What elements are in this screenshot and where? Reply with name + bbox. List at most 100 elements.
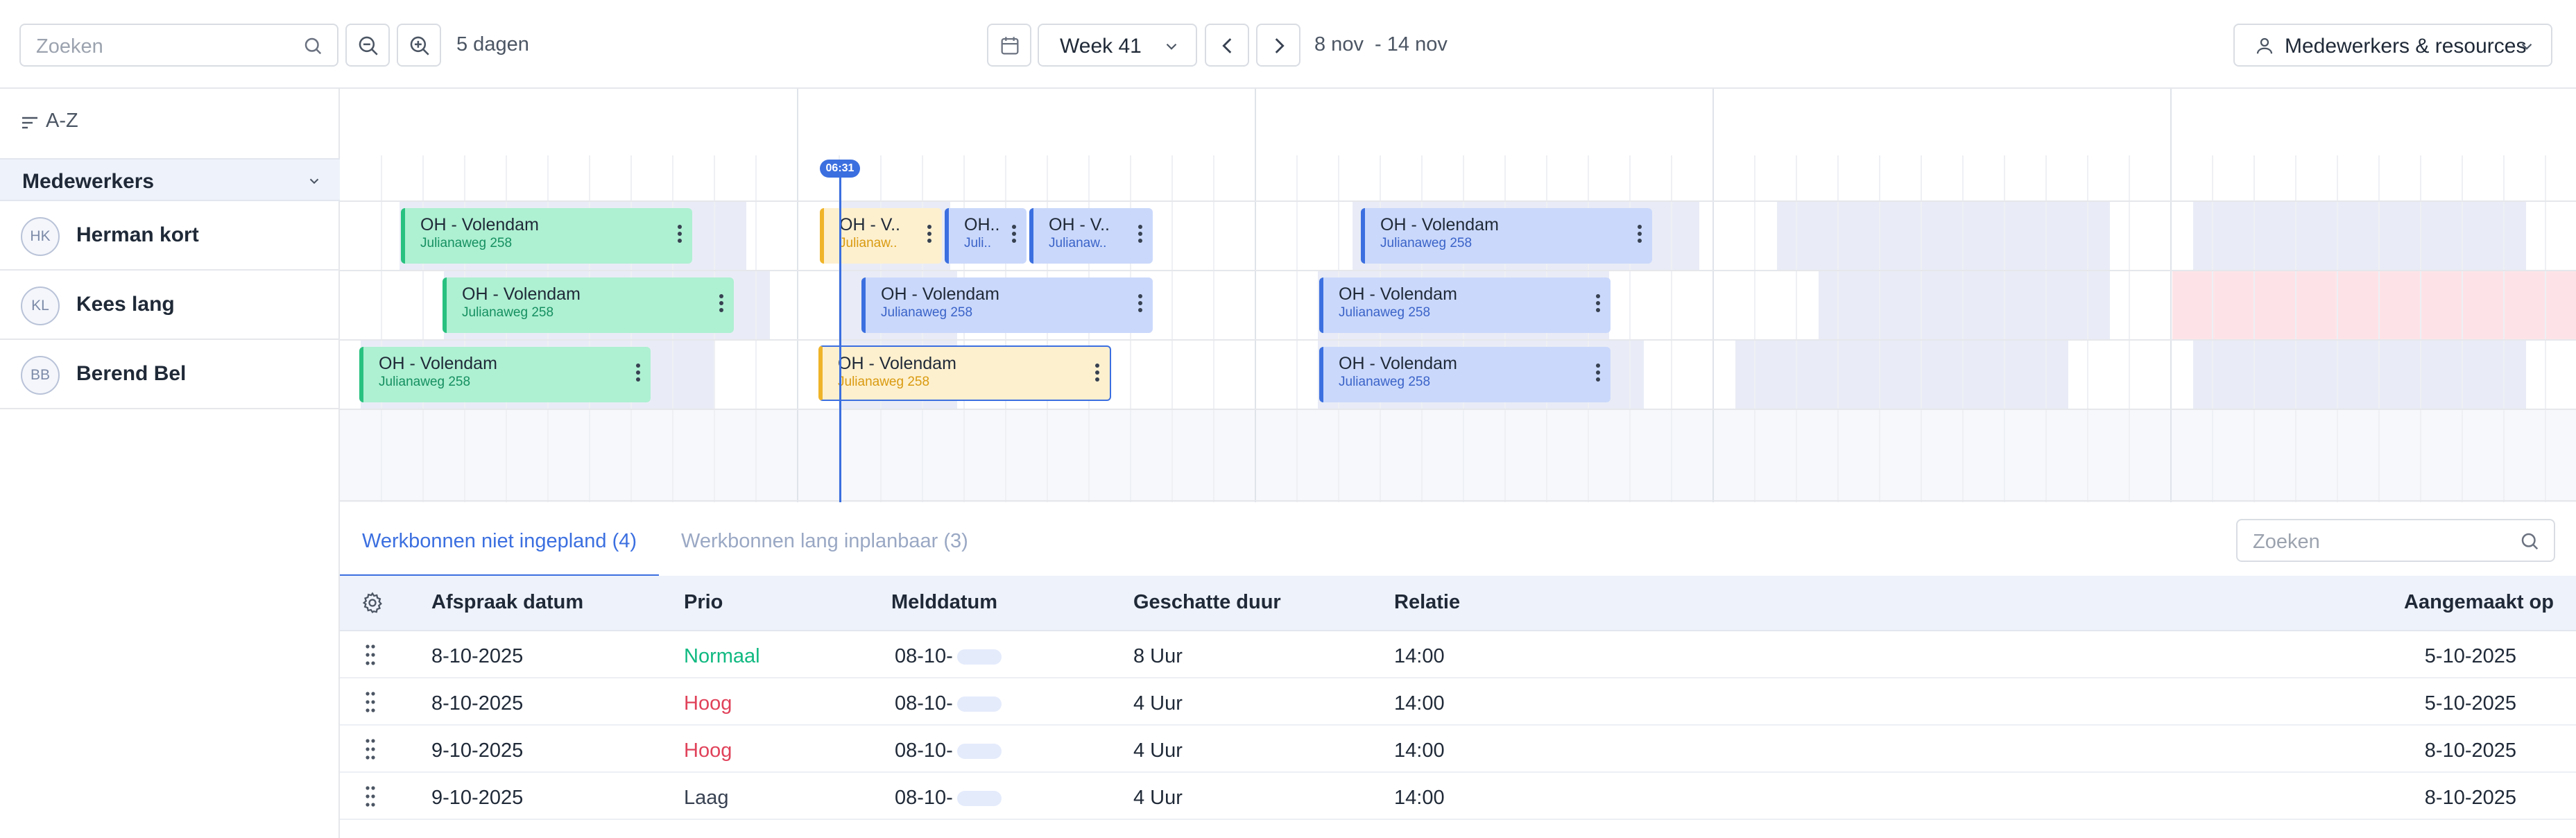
- week-select[interactable]: Week 41: [1038, 24, 1197, 67]
- afspraak-datum-cell: 9-10-2025: [431, 787, 524, 809]
- appointment-address: Julianaweg 258: [462, 305, 554, 320]
- melddatum-value: 08-10-: [895, 787, 953, 809]
- gear-icon[interactable]: [361, 591, 384, 615]
- column-header[interactable]: Prio: [684, 591, 723, 613]
- appointment-title: OH - Volendam: [379, 354, 497, 373]
- column-header[interactable]: Aangemaakt op: [2404, 591, 2554, 613]
- date-range-label: 8 nov - 14 nov: [1314, 33, 1448, 55]
- next-week-button[interactable]: [1256, 24, 1300, 67]
- table-row[interactable]: 9-10-2025 Laag 08-10- 4 Uur 14:00 8-10-2…: [340, 773, 2576, 820]
- more-vertical-icon[interactable]: [1137, 293, 1143, 314]
- more-vertical-icon[interactable]: [1637, 223, 1642, 244]
- more-vertical-icon[interactable]: [635, 362, 641, 383]
- table-row[interactable]: 8-10-2025 Normaal 08-10- 8 Uur 14:00 5-1…: [340, 631, 2576, 678]
- drag-handle-icon[interactable]: [365, 737, 376, 762]
- appointment-card[interactable]: OH - Volendam Julianaweg 258: [443, 277, 734, 333]
- redacted-pill: [956, 744, 1002, 760]
- planning-timeline[interactable]: OH - Volendam Julianaweg 258 OH - V.. Ju…: [340, 89, 2576, 502]
- appointment-title: OH - Volendam: [420, 215, 539, 234]
- employee-name: Berend Bel: [76, 362, 187, 385]
- table-row[interactable]: 9-10-2025 Hoog 08-10- 4 Uur 14:00 8-10-2…: [340, 726, 2576, 773]
- appointment-title: OH - Volendam: [1380, 215, 1499, 234]
- more-vertical-icon[interactable]: [677, 223, 682, 244]
- week-select-label: Week 41: [1060, 35, 1142, 58]
- redacted-pill: [956, 791, 1002, 807]
- more-vertical-icon[interactable]: [1595, 293, 1601, 314]
- appointment-card[interactable]: OH - V.. Julianaw..: [1029, 208, 1153, 264]
- relatie-cell: 14:00: [1394, 739, 1445, 762]
- column-header[interactable]: Melddatum: [891, 591, 998, 613]
- search-placeholder: Zoeken: [2253, 531, 2320, 553]
- workorder-table: Afspraak datum Prio Melddatum Geschatte …: [340, 576, 2576, 838]
- relatie-cell: 14:00: [1394, 692, 1445, 715]
- avatar: HK: [21, 217, 60, 256]
- more-vertical-icon[interactable]: [1595, 362, 1601, 383]
- duur-cell: 8 Uur: [1133, 645, 1183, 667]
- relatie-cell: 14:00: [1394, 645, 1445, 667]
- appointment-card[interactable]: OH.. Juli..: [945, 208, 1027, 264]
- drag-handle-icon[interactable]: [365, 784, 376, 809]
- appointment-title: OH - Volendam: [838, 354, 956, 373]
- column-header[interactable]: Geschatte duur: [1133, 591, 1281, 613]
- current-time-line: [839, 161, 841, 502]
- avatar: BB: [21, 356, 60, 395]
- redacted-pill: [956, 649, 1002, 665]
- appointment-card[interactable]: OH - Volendam Julianaweg 258: [1319, 347, 1611, 402]
- more-vertical-icon[interactable]: [1094, 362, 1100, 383]
- column-header[interactable]: Relatie: [1394, 591, 1461, 613]
- zoom-out-button[interactable]: [345, 24, 390, 67]
- search-icon: [302, 35, 323, 56]
- resources-filter-button[interactable]: Medewerkers & resources: [2233, 24, 2552, 67]
- drag-handle-icon[interactable]: [365, 690, 376, 715]
- melddatum-value: 08-10-: [895, 692, 953, 715]
- zoom-in-button[interactable]: [397, 24, 441, 67]
- tab-not-planned[interactable]: Werkbonnen niet ingepland (4): [362, 530, 637, 552]
- melddatum-cell: 08-10-: [895, 739, 1002, 762]
- table-header: Afspraak datum Prio Melddatum Geschatte …: [340, 576, 2576, 631]
- resource-sidebar: A-Z Medewerkers HK Herman kort KL Kees l…: [0, 89, 340, 838]
- days-label: 5 dagen: [456, 33, 529, 55]
- employee-row-berend[interactable]: BB Berend Bel: [0, 340, 340, 409]
- more-vertical-icon[interactable]: [719, 293, 724, 314]
- chevron-down-icon: [307, 173, 322, 189]
- duur-cell: 4 Uur: [1133, 739, 1183, 762]
- prio-cell: Hoog: [684, 692, 732, 715]
- aangemaakt-cell: 5-10-2025: [2424, 645, 2516, 667]
- resources-filter-label: Medewerkers & resources: [2285, 35, 2527, 58]
- appointment-card[interactable]: OH - Volendam Julianaweg 258: [1361, 208, 1652, 264]
- drag-handle-icon[interactable]: [365, 642, 376, 667]
- user-icon: [2254, 35, 2275, 56]
- calendar-button[interactable]: [987, 24, 1031, 67]
- relatie-cell: 14:00: [1394, 787, 1445, 809]
- appointment-card[interactable]: OH - Volendam Julianaweg 258: [359, 347, 651, 402]
- chevron-down-icon: [1162, 37, 1180, 55]
- more-vertical-icon[interactable]: [1011, 223, 1017, 244]
- workorder-search-input[interactable]: Zoeken: [2236, 519, 2555, 562]
- appointment-title: OH - Volendam: [881, 284, 999, 304]
- prio-cell: Normaal: [684, 645, 760, 667]
- column-header[interactable]: Afspraak datum: [431, 591, 584, 613]
- melddatum-cell: 08-10-: [895, 787, 1002, 810]
- previous-week-button[interactable]: [1205, 24, 1249, 67]
- more-vertical-icon[interactable]: [1137, 223, 1143, 244]
- group-header-employees[interactable]: Medewerkers: [0, 158, 340, 201]
- search-input[interactable]: Zoeken: [19, 24, 338, 67]
- appointment-card[interactable]: OH - Volendam Julianaweg 258: [401, 208, 692, 264]
- duur-cell: 4 Uur: [1133, 787, 1183, 809]
- more-vertical-icon[interactable]: [927, 223, 932, 244]
- search-placeholder: Zoeken: [36, 35, 103, 58]
- employee-name: Herman kort: [76, 223, 199, 246]
- tab-long-plannable[interactable]: Werkbonnen lang inplanbaar (3): [681, 530, 968, 552]
- table-row[interactable]: 8-10-2025 Hoog 08-10- 4 Uur 14:00 5-10-2…: [340, 678, 2576, 726]
- aangemaakt-cell: 5-10-2025: [2424, 692, 2516, 715]
- aangemaakt-cell: 8-10-2025: [2424, 787, 2516, 809]
- appointment-card[interactable]: OH - Volendam Julianaweg 258: [1319, 277, 1611, 333]
- afspraak-datum-cell: 9-10-2025: [431, 739, 524, 762]
- appointment-card[interactable]: OH - Volendam Julianaweg 258: [861, 277, 1153, 333]
- employee-row-herman[interactable]: HK Herman kort: [0, 201, 340, 271]
- appointment-card[interactable]: OH - V.. Julianaw..: [820, 208, 942, 264]
- top-toolbar: Zoeken 5 dagen Week 41: [0, 0, 2576, 89]
- appointment-card-selected[interactable]: OH - Volendam Julianaweg 258: [818, 345, 1111, 401]
- employee-row-kees[interactable]: KL Kees lang: [0, 271, 340, 340]
